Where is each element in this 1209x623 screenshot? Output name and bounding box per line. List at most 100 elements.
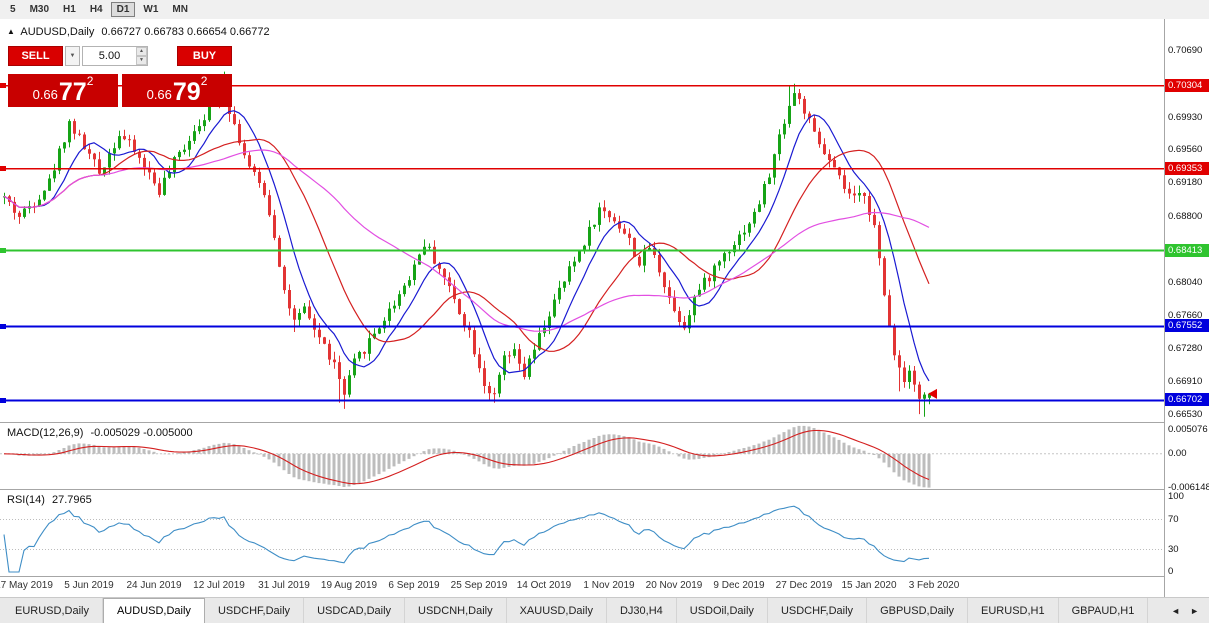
- sell-price-big: 77: [58, 78, 87, 106]
- volume-input[interactable]: 5.00 ▲ ▼: [82, 46, 148, 66]
- axis-price-label: 0.68040: [1168, 277, 1203, 288]
- axis-price-label: 0.69560: [1168, 144, 1203, 155]
- axis-rsi-label: 30: [1168, 544, 1179, 555]
- date-label: 1 Nov 2019: [583, 580, 635, 591]
- panel-separator[interactable]: [0, 422, 1209, 423]
- axis-price-label: 0.69180: [1168, 177, 1203, 188]
- timeframe-button-m30[interactable]: M30: [24, 2, 55, 17]
- date-label: 27 Dec 2019: [775, 580, 833, 591]
- date-label: 20 Nov 2019: [645, 580, 703, 591]
- date-label: 5 Jun 2019: [64, 580, 114, 591]
- date-label: 14 Oct 2019: [516, 580, 572, 591]
- axis-price-label: 0.67280: [1168, 343, 1203, 354]
- volume-increase-button[interactable]: ▲: [136, 47, 147, 56]
- chart-tab-audusd-daily[interactable]: AUDUSD,Daily: [102, 598, 205, 623]
- chart-tab-usdchf-daily-2[interactable]: USDCHF,Daily: [767, 598, 868, 623]
- date-label: 17 May 2019: [0, 580, 53, 591]
- chart-tab-usdcad-daily[interactable]: USDCAD,Daily: [304, 598, 406, 623]
- sell-price-prefix: 0.66: [32, 87, 58, 102]
- buy-price-display[interactable]: 0.66 79 2: [122, 74, 232, 107]
- date-label: 19 Aug 2019: [320, 580, 378, 591]
- sell-price-display[interactable]: 0.66 77 2: [8, 74, 118, 107]
- timeframe-button-d1[interactable]: D1: [110, 2, 136, 17]
- chart-tab-dj30-h4[interactable]: DJ30,H4: [606, 598, 677, 623]
- chart-region: ▲ AUDUSD,Daily 0.66727 0.66783 0.66654 0…: [0, 19, 1209, 597]
- price-level-badge: 0.67552: [1165, 319, 1209, 332]
- timeframe-button-h4[interactable]: H4: [84, 2, 109, 17]
- buy-price-sup: 2: [200, 74, 208, 88]
- timeframe-button-h1[interactable]: H1: [57, 2, 82, 17]
- axis-macd-label: 0.00: [1168, 448, 1187, 459]
- chart-ohlc-values: 0.66727 0.66783 0.66654 0.66772: [101, 26, 270, 38]
- chart-title: ▲ AUDUSD,Daily 0.66727 0.66783 0.66654 0…: [7, 26, 270, 38]
- axis-price-label: 0.67660: [1168, 310, 1203, 321]
- chart-tabs-bar: EURUSD,Daily AUDUSD,Daily USDCHF,Daily USDC…: [0, 597, 1209, 623]
- chart-symbol-label: AUDUSD,Daily: [20, 26, 95, 38]
- scroll-left-icon: ◄: [1171, 605, 1181, 616]
- volume-decrease-button[interactable]: ▼: [136, 56, 147, 65]
- one-click-trading-panel: SELL ▼ 5.00 ▲ ▼ BUY 0.66 77 2: [8, 46, 232, 107]
- macd-values: -0.005029 -0.005000: [90, 427, 193, 439]
- axis-price-label: 0.70690: [1168, 45, 1203, 56]
- date-label: 9 Dec 2019: [713, 580, 765, 591]
- date-label: 6 Sep 2019: [388, 580, 440, 591]
- volume-value[interactable]: 5.00: [98, 50, 121, 62]
- macd-name: MACD(12,26,9): [7, 427, 84, 439]
- rsi-canvas[interactable]: [0, 490, 1164, 576]
- chart-tab-eurusd-h1[interactable]: EURUSD,H1: [968, 598, 1059, 623]
- tab-scroll-right-button[interactable]: ►: [1186, 604, 1203, 618]
- macd-label: MACD(12,26,9) -0.005029 -0.005000: [7, 427, 197, 439]
- price-level-badge: 0.68413: [1165, 244, 1209, 257]
- timeframe-toolbar: 5 M30 H1 H4 D1 W1 MN: [0, 0, 1209, 19]
- panel-separator[interactable]: [0, 489, 1209, 490]
- axis-macd-label: -0.006148: [1168, 482, 1209, 493]
- chart-tab-usdoil-daily[interactable]: USDOil,Daily: [676, 598, 768, 623]
- tab-scroll-left-button[interactable]: ◄: [1167, 604, 1184, 618]
- date-label: 24 Jun 2019: [126, 580, 182, 591]
- chart-tab-xauusd-daily[interactable]: XAUUSD,Daily: [506, 598, 607, 623]
- date-label: 15 Jan 2020: [841, 580, 897, 591]
- chart-marker-icon: ▲: [7, 27, 15, 36]
- buy-price-prefix: 0.66: [146, 87, 172, 102]
- price-level-badge: 0.70304: [1165, 79, 1209, 92]
- tab-scroll-buttons: ◄ ►: [1161, 598, 1209, 623]
- date-label: 3 Feb 2020: [908, 580, 960, 591]
- buy-button[interactable]: BUY: [177, 46, 232, 66]
- price-level-badge: 0.66702: [1165, 393, 1209, 406]
- sell-price-sup: 2: [86, 74, 94, 88]
- macd-canvas[interactable]: [0, 423, 1164, 489]
- axis-price-label: 0.69930: [1168, 112, 1203, 123]
- dropdown-arrow-icon: ▼: [69, 53, 76, 59]
- spinner-down-icon: ▼: [139, 57, 144, 63]
- date-axis[interactable]: 17 May 2019 5 Jun 2019 24 Jun 2019 12 Jul 2…: [0, 577, 1164, 597]
- price-level-badge: 0.69353: [1165, 162, 1209, 175]
- chart-tab-gbpaud-h1[interactable]: GBPAUD,H1: [1058, 598, 1149, 623]
- axis-rsi-label: 100: [1168, 491, 1184, 502]
- panel-separator[interactable]: [0, 576, 1209, 577]
- chart-tab-usdchf-daily[interactable]: USDCHF,Daily: [204, 598, 305, 623]
- scroll-right-icon: ►: [1190, 605, 1199, 616]
- rsi-label: RSI(14) 27.7965: [7, 494, 96, 506]
- spinner-up-icon: ▲: [139, 48, 144, 54]
- timeframe-button-5[interactable]: 5: [4, 2, 22, 17]
- volume-dropdown-button[interactable]: ▼: [65, 46, 80, 66]
- price-axis[interactable]: 0.70690 0.69930 0.69560 0.69180 0.68800 0.680…: [1164, 19, 1209, 597]
- chart-tab-eurusd-daily[interactable]: EURUSD,Daily: [2, 598, 103, 623]
- date-label: 31 Jul 2019: [258, 580, 310, 591]
- volume-spinner: ▲ ▼: [136, 47, 147, 65]
- rsi-name: RSI(14): [7, 494, 45, 506]
- chart-tab-gbpusd-daily[interactable]: GBPUSD,Daily: [867, 598, 969, 623]
- date-label: 12 Jul 2019: [193, 580, 245, 591]
- chart-tab-usdcnh-daily[interactable]: USDCNH,Daily: [405, 598, 507, 623]
- timeframe-button-w1[interactable]: W1: [137, 2, 164, 17]
- axis-rsi-label: 0: [1168, 566, 1174, 577]
- date-label: 25 Sep 2019: [450, 580, 508, 591]
- axis-macd-label: 0.005076: [1168, 424, 1208, 435]
- axis-price-label: 0.66530: [1168, 409, 1203, 420]
- rsi-value: 27.7965: [51, 494, 92, 506]
- timeframe-button-mn[interactable]: MN: [166, 2, 194, 17]
- sell-button[interactable]: SELL: [8, 46, 63, 66]
- buy-price-big: 79: [172, 78, 201, 106]
- axis-price-label: 0.68800: [1168, 211, 1203, 222]
